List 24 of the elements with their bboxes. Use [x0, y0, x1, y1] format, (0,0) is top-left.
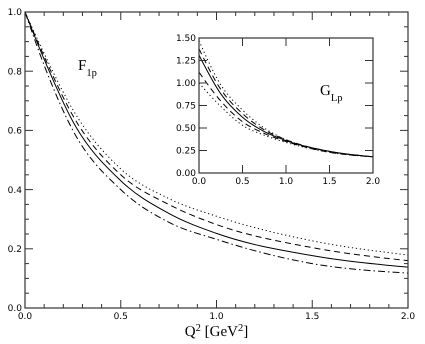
x-tick-label: 0.0 — [192, 177, 206, 187]
x-tick-label: 1.0 — [278, 177, 294, 187]
x-tick-label: 1.5 — [305, 312, 320, 322]
annotation: G$_{Lp}$ — [320, 83, 343, 104]
y-tick-label: 1.00 — [176, 79, 196, 90]
x-tick-label: 1.0 — [209, 312, 224, 322]
y-tick-label: 0.50 — [176, 124, 196, 134]
x-axis-title: Q$^{2}$ [GeV$^{2}$] — [184, 322, 248, 340]
y-tick-label: 1.0 — [8, 8, 22, 18]
y-tick-label: 1.25 — [176, 56, 196, 67]
y-tick-label: 0.4 — [8, 186, 22, 196]
y-tick-label: 0.25 — [176, 146, 196, 157]
x-tick-label: 0.0 — [18, 312, 32, 322]
y-tick-label: 0.75 — [176, 102, 196, 112]
x-tick-label: 2.0 — [366, 177, 380, 187]
x-tick-label: 0.5 — [114, 312, 128, 322]
y-tick-label: 0.6 — [8, 126, 22, 137]
x-tick-label: 1.5 — [322, 177, 337, 187]
y-tick-label: 0.8 — [8, 67, 22, 78]
y-tick-label: 1.50 — [176, 34, 196, 44]
annotation: F$_{1p}$ — [78, 58, 97, 78]
y-tick-label: 0.2 — [8, 244, 22, 255]
x-tick-label: 2.0 — [400, 312, 416, 322]
x-tick-label: 0.5 — [235, 177, 250, 187]
